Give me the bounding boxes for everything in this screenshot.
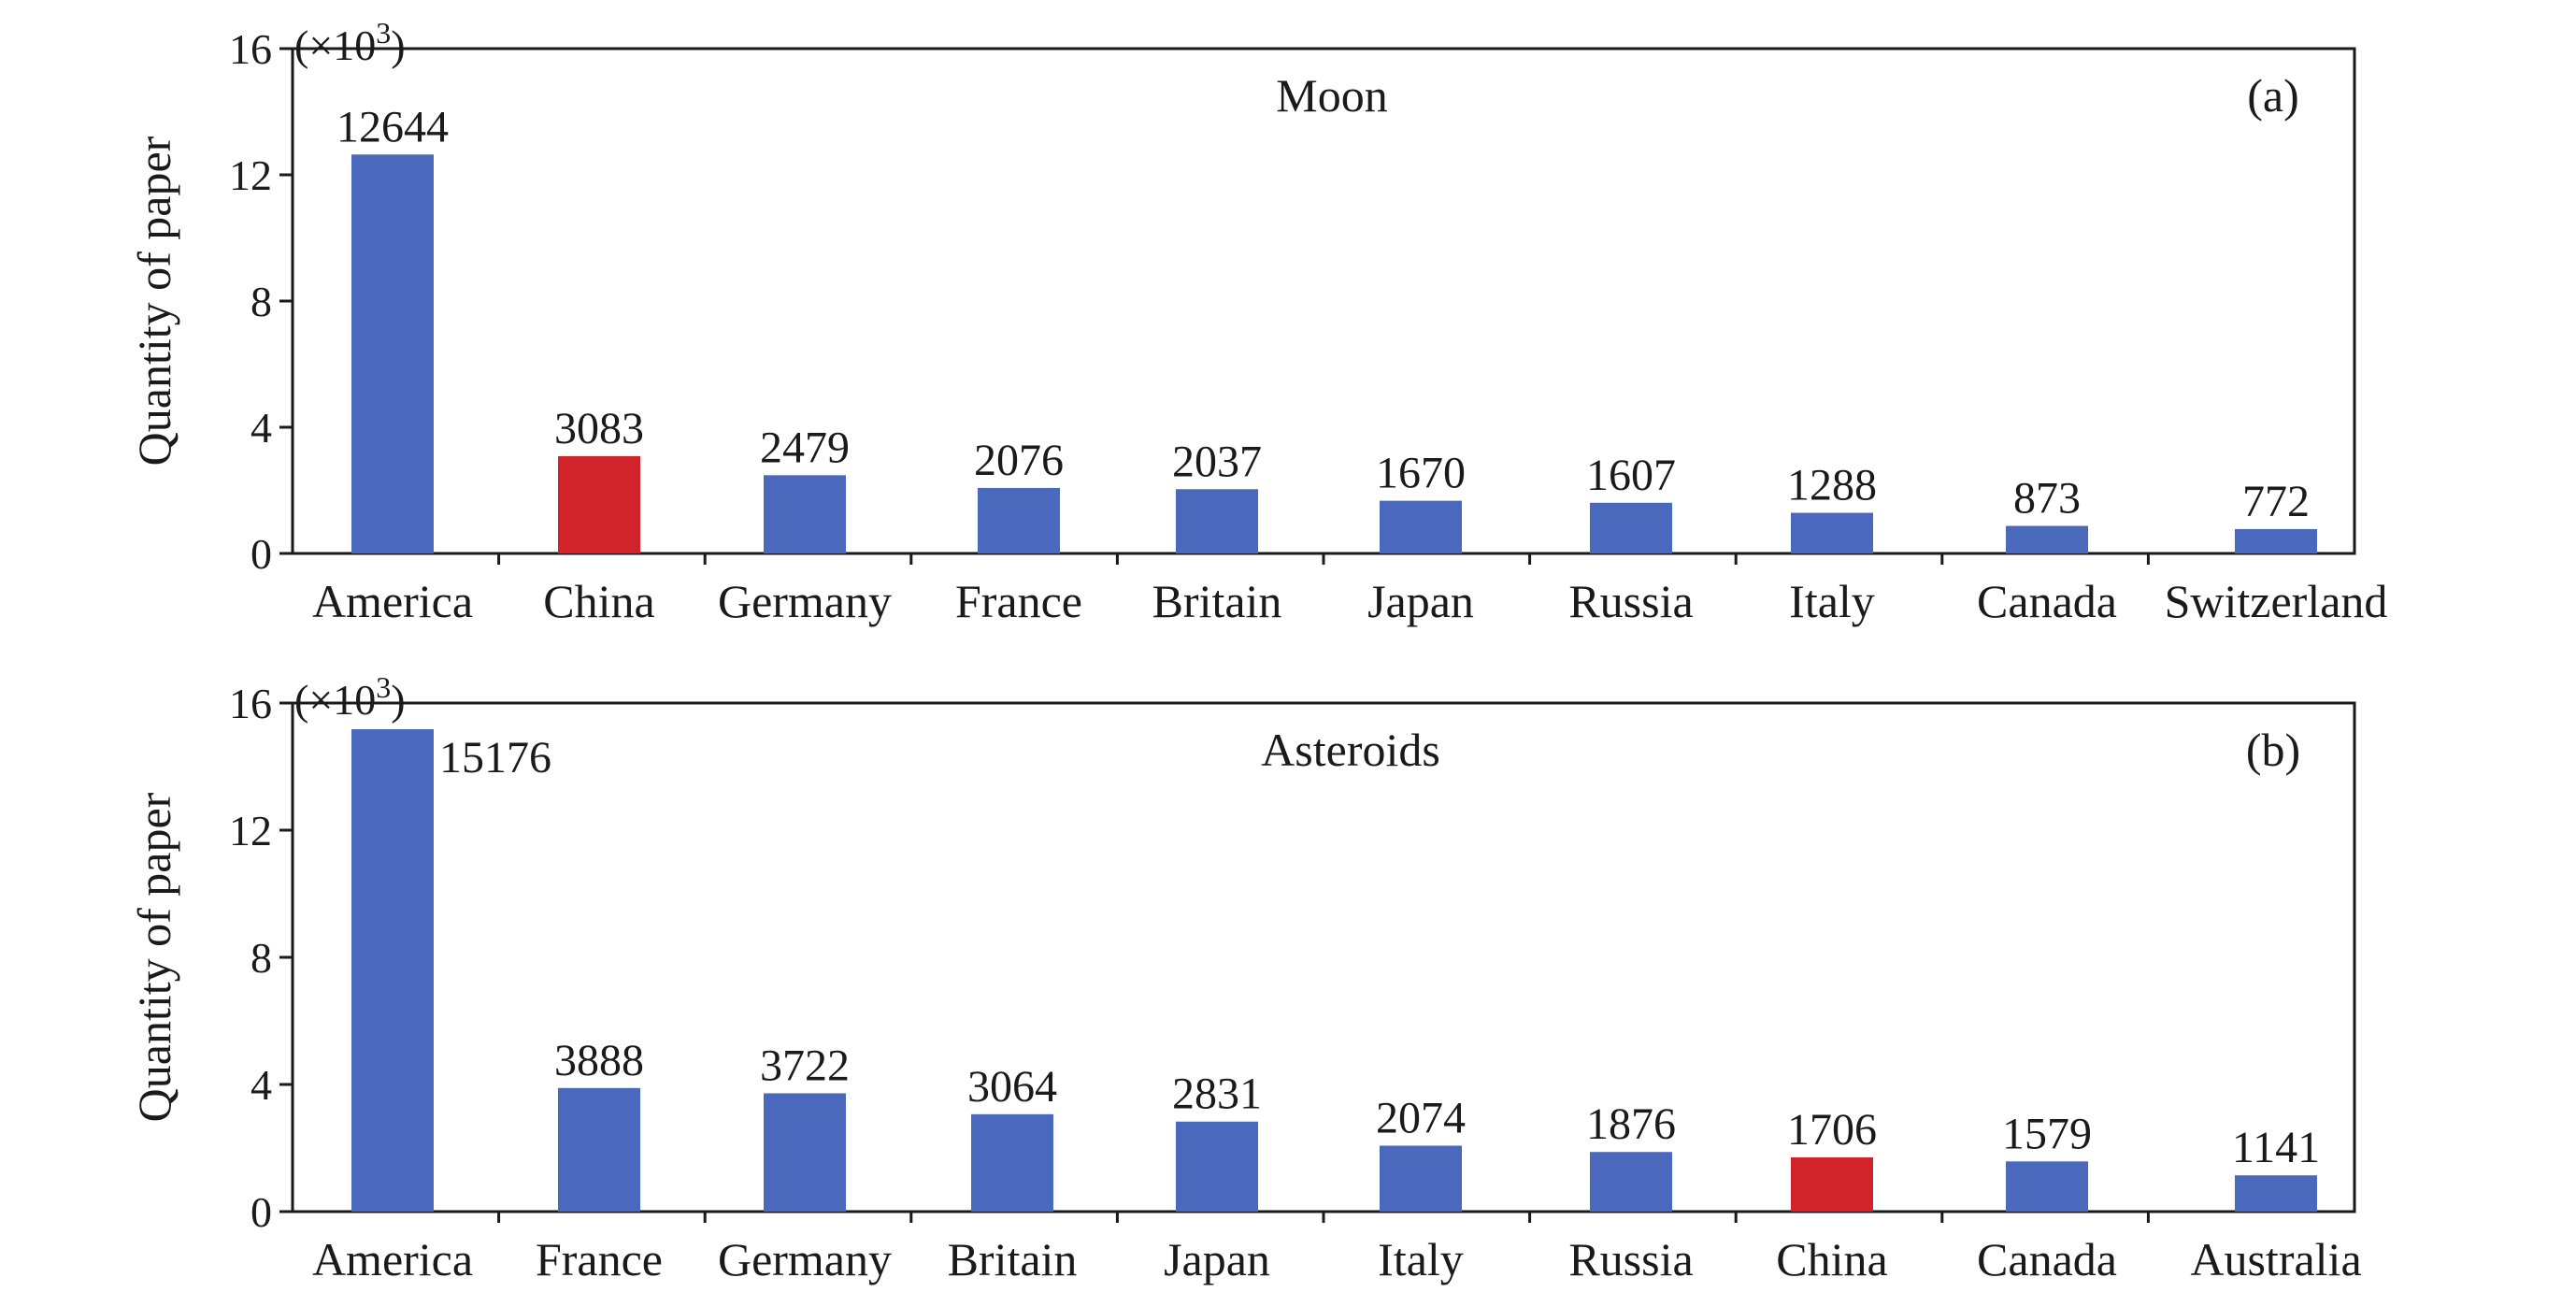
y-multiplier-exponent: 3 [376,16,391,50]
y-tick-label: 0 [250,1188,272,1236]
category-label: France [955,575,1082,627]
y-tick-label: 4 [250,1061,272,1109]
value-label: 1141 [2232,1123,2320,1172]
chart-title: Asteroids [1261,724,1440,776]
bar-britain [1176,489,1258,553]
value-label: 1579 [2002,1109,2092,1158]
value-label: 2479 [760,423,850,472]
y-tick-label: 8 [250,278,272,325]
panel-moon: 0 4 8 12 16 (×103) Quantity of paper Moon (a) 126… [128,16,2387,627]
y-multiplier-close: ) [391,22,405,69]
y-axis-title: Quantity of paper [128,792,180,1122]
category-label: America [312,575,473,627]
bar-canada [2006,1161,2088,1212]
value-label: 3722 [760,1041,850,1090]
category-label: Canada [1977,1233,2117,1285]
category-label: China [543,575,654,627]
category-label: China [1776,1233,1887,1285]
bar-australia [2235,1175,2317,1212]
bar-america [351,154,434,553]
category-label: Britain [1152,575,1282,627]
value-label: 772 [2242,477,2310,526]
value-label: 3888 [554,1036,644,1085]
y-tick-label: 0 [250,530,272,578]
category-label: Russia [1568,575,1693,627]
y-multiplier: (×103) [294,16,406,69]
value-label: 3083 [554,404,644,453]
y-tick-label: 4 [250,404,272,452]
bar-russia [1590,502,1672,553]
bar-britain [971,1113,1053,1212]
value-label: 1876 [1586,1099,1676,1149]
category-label: Germany [718,575,892,627]
chart-title: Moon [1276,69,1387,122]
bar-china [558,455,640,553]
bar-switzerland [2235,528,2317,553]
category-label: Switzerland [2165,575,2388,627]
bar-america [351,729,434,1212]
category-label: Russia [1568,1233,1693,1285]
y-tick-label: 16 [229,680,272,727]
bar-italy [1380,1145,1462,1212]
category-label: France [536,1233,663,1285]
category-label: Britain [948,1233,1078,1285]
y-multiplier-base: (×10 [294,22,376,69]
bar-france [978,487,1060,553]
panel-label: (a) [2247,69,2299,122]
value-label: 3064 [967,1062,1057,1112]
value-label: 2074 [1376,1093,1466,1142]
value-label: 873 [2013,474,2081,524]
value-label: 2037 [1172,437,1262,486]
bar-china [1791,1156,1873,1212]
category-label: Italy [1789,575,1875,627]
bar-italy [1791,512,1873,553]
value-label: 2831 [1172,1069,1262,1119]
category-label: Italy [1378,1233,1464,1285]
y-tick-label: 16 [229,25,272,73]
category-label: Germany [718,1233,892,1285]
value-label: 1607 [1586,451,1676,500]
y-tick-label: 12 [229,807,272,854]
value-label: 1670 [1376,449,1466,498]
y-multiplier-base: (×10 [294,676,376,724]
value-label: 1288 [1787,461,1877,510]
bar-japan [1176,1121,1258,1212]
value-label: 12644 [336,102,449,151]
category-label: Japan [1367,575,1474,627]
y-axis-title: Quantity of paper [128,136,180,466]
bar-germany [764,475,846,553]
value-label: 1706 [1787,1105,1877,1155]
category-label: Australia [2190,1233,2361,1285]
value-label: 2076 [974,436,1064,485]
category-label: Japan [1164,1233,1270,1285]
y-tick-label: 8 [250,934,272,982]
bar-france [558,1087,640,1212]
y-multiplier-exponent: 3 [376,670,391,704]
y-tick-label: 12 [229,151,272,199]
bar-japan [1380,500,1462,553]
category-label: Canada [1977,575,2117,627]
value-label: 15176 [439,733,551,782]
category-label: America [312,1233,473,1285]
panel-asteroids: 0 4 8 12 16 (×103) Quantity of paper Asteroids (… [128,670,2362,1285]
bar-canada [2006,525,2088,553]
bar-germany [764,1093,846,1212]
bar-russia [1590,1152,1672,1212]
y-multiplier: (×103) [294,670,406,724]
y-multiplier-close: ) [391,676,405,724]
panel-label: (b) [2246,724,2300,776]
